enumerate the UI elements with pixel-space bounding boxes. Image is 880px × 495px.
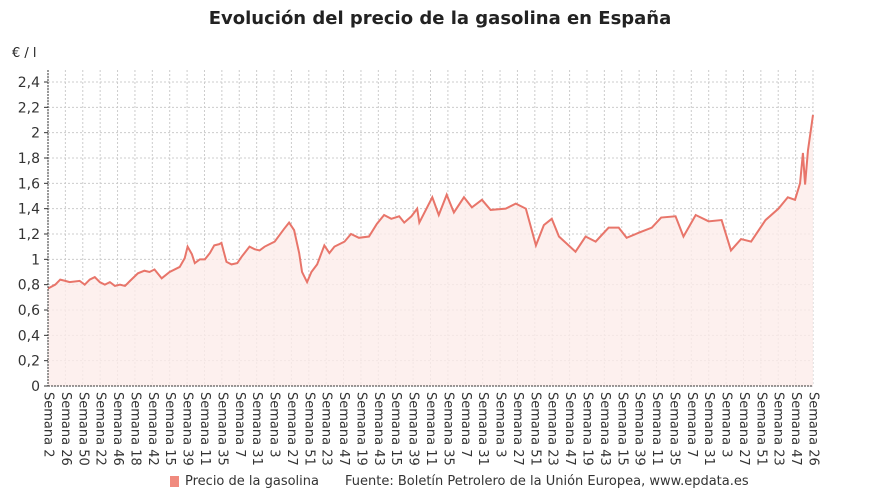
x-tick-label: Semana 31 [475,392,490,466]
chart-title: Evolución del precio de la gasolina en E… [208,8,672,29]
x-tick-label: Semana 19 [353,392,368,466]
y-tick-label: 0,6 [18,303,40,319]
x-tick-label: Semana 27 [284,392,299,466]
y-axis-label: € / l [12,46,37,61]
x-tick-label: Semana 23 [771,392,786,466]
x-tick-label: Semana 51 [527,392,542,466]
x-tick-label: Semana 7 [458,392,473,458]
x-tick-label: Semana 26 [58,392,73,466]
y-tick-label: 1,6 [18,176,40,192]
y-tick-label: 0,8 [18,278,40,294]
x-tick-label: Semana 23 [545,392,560,466]
x-tick-label: Semana 27 [736,392,751,466]
y-tick-label: 2,4 [18,75,40,91]
legend-label: Precio de la gasolina [185,474,319,489]
x-tick-label: Semana 51 [753,392,768,466]
x-tick-label: Semana 46 [110,392,125,466]
x-tick-label: Semana 3 [719,392,734,458]
source-note: Fuente: Boletín Petrolero de la Unión Eu… [344,474,749,489]
x-tick-label: Semana 26 [806,392,821,466]
x-tick-label: Semana 50 [75,392,90,466]
legend-swatch [170,476,179,487]
x-tick-label: Semana 39 [406,392,421,466]
x-tick-label: Semana 43 [597,392,612,466]
y-tick-label: 0 [31,379,40,395]
x-tick-label: Semana 19 [579,392,594,466]
y-tick-label: 1 [31,252,40,268]
x-tick-label: Semana 39 [180,392,195,466]
x-tick-label: Semana 7 [684,392,699,458]
x-tick-label: Semana 3 [493,392,508,458]
series-line [47,114,814,290]
x-tick-label: Semana 47 [562,392,577,466]
x-tick-label: Semana 43 [371,392,386,466]
y-tick-label: 2,2 [18,100,40,116]
legend: Precio de la gasolina Fuente: Boletín Pe… [170,474,749,489]
x-tick-label: Semana 35 [666,392,681,466]
x-tick-label: Semana 11 [649,392,664,466]
y-tick-label: 1,8 [18,151,40,167]
x-tick-label: Semana 11 [197,392,212,466]
x-tick-label: Semana 22 [93,392,108,466]
x-tick-label: Semana 51 [301,392,316,466]
y-tick-label: 2 [31,126,40,142]
x-tick-label: Semana 2 [41,392,56,458]
y-tick-label: 1,4 [18,202,40,218]
x-tick-label: Semana 23 [319,392,334,466]
x-tick-label: Semana 15 [388,392,403,466]
y-tick-label: 1,2 [18,227,40,243]
x-tick-label: Semana 11 [423,392,438,466]
x-tick-label: Semana 47 [788,392,803,466]
x-tick-label: Semana 3 [267,392,282,458]
x-tick-label: Semana 47 [336,392,351,466]
y-tick-label: 0,2 [18,354,40,370]
x-tick-label: Semana 31 [249,392,264,466]
x-tick-label: Semana 27 [510,392,525,466]
x-tick-label: Semana 39 [632,392,647,466]
x-tick-label: Semana 42 [145,392,160,466]
x-tick-label: Semana 18 [127,392,142,466]
x-tick-label: Semana 35 [440,392,455,466]
x-tick-label: Semana 35 [214,392,229,466]
x-tick-label: Semana 31 [701,392,716,466]
x-tick-label: Semana 15 [614,392,629,466]
x-tick-label: Semana 7 [232,392,247,458]
x-tick-label: Semana 15 [162,392,177,466]
y-tick-label: 0,4 [18,328,40,344]
series-area [48,114,813,386]
